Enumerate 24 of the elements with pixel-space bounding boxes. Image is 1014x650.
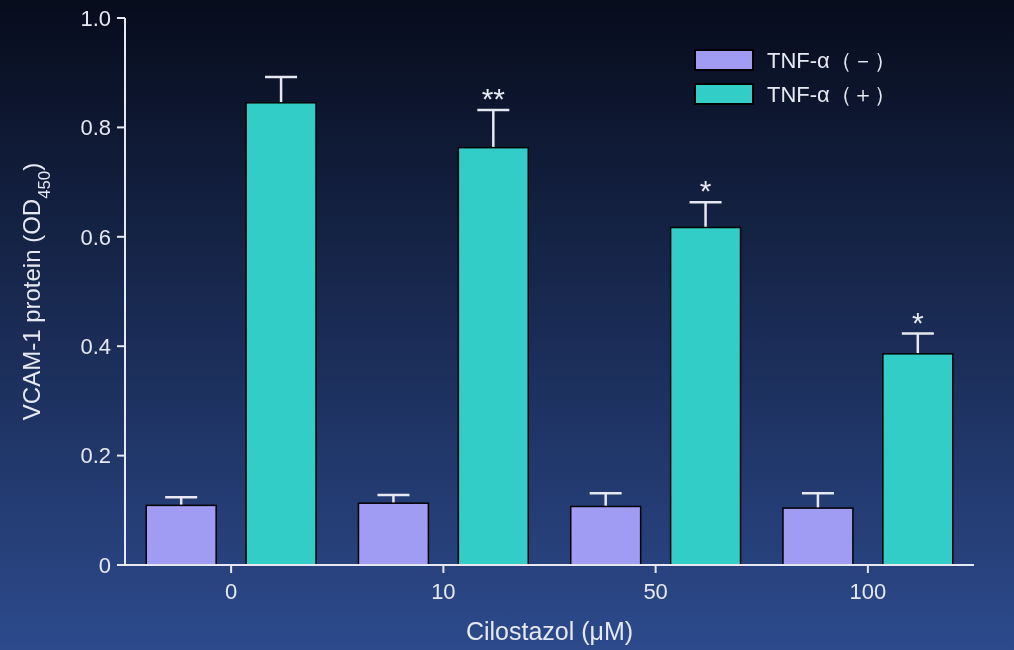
bar — [357, 502, 430, 566]
bar — [457, 146, 530, 566]
annotation: * — [911, 305, 924, 339]
y-tick-label: 0.8 — [80, 115, 111, 141]
annotation: * — [699, 174, 712, 208]
bar — [782, 507, 854, 566]
bar — [882, 353, 954, 566]
legend-label: TNF-α（＋） — [767, 81, 896, 107]
y-tick-label: 0.6 — [80, 224, 111, 250]
x-tick-label: 100 — [849, 579, 887, 604]
y-tick-label: 1.0 — [80, 5, 111, 31]
legend-label: TNF-α（－） — [767, 47, 896, 73]
x-tick-label: 10 — [431, 579, 456, 604]
x-axis-title: Cilostazol (μM) — [465, 617, 634, 645]
bar — [145, 504, 217, 566]
y-tick-label: 0 — [98, 552, 111, 578]
y-tick-label: 0.4 — [80, 333, 111, 359]
bar — [669, 226, 742, 566]
annotation: ** — [481, 81, 506, 115]
x-tick-label: 0 — [225, 579, 238, 604]
y-tick-label: 0.2 — [80, 443, 111, 469]
x-tick-label: 50 — [643, 579, 668, 604]
bar — [245, 102, 317, 566]
bar — [569, 505, 642, 566]
